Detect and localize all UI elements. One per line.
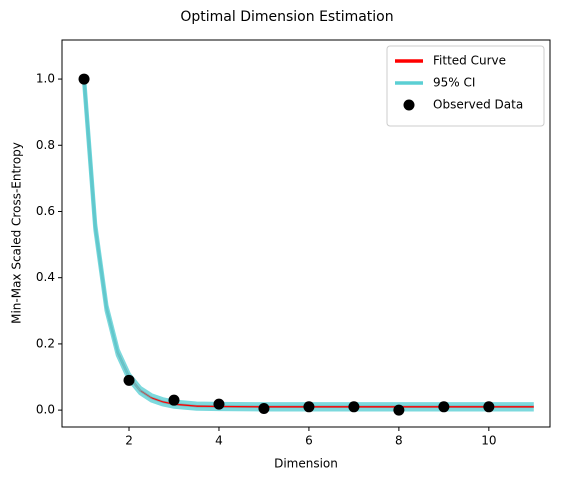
legend-label: Fitted Curve: [433, 54, 506, 68]
x-tick-label: 4: [215, 434, 223, 448]
observed-point: [123, 374, 135, 386]
observed-point: [483, 401, 495, 413]
ci-bound: [82, 81, 534, 412]
x-axis-label: Dimension: [274, 457, 338, 471]
x-tick-label: 8: [395, 434, 403, 448]
observed-point: [78, 73, 90, 85]
observed-point: [258, 402, 270, 414]
axes-frame: [61, 39, 551, 428]
y-tick-label: 0.2: [36, 336, 55, 350]
observed-point: [168, 394, 180, 406]
legend-marker: [403, 99, 415, 111]
y-tick-label: 0.8: [36, 138, 55, 152]
legend-box: [386, 45, 545, 127]
observed-point: [213, 398, 225, 410]
y-tick-label: 0.0: [36, 403, 55, 417]
y-tick-label: 0.6: [36, 204, 55, 218]
y-tick-label: 1.0: [36, 72, 55, 86]
y-axis-label: Min-Max Scaled Cross-Entropy: [10, 142, 24, 324]
y-tick-label: 0.4: [36, 270, 55, 284]
observed-point: [438, 401, 450, 413]
chart-title: Optimal Dimension Estimation: [180, 9, 393, 25]
observed-point: [393, 404, 405, 416]
observed-point: [348, 401, 360, 413]
legend-label: Observed Data: [433, 98, 523, 112]
fitted-curve: [82, 78, 534, 409]
ci-bound: [82, 76, 534, 407]
legend-label: 95% CI: [433, 76, 475, 90]
observed-point: [303, 401, 315, 413]
x-tick-label: 6: [305, 434, 313, 448]
x-tick-label: 2: [125, 434, 133, 448]
x-tick-label: 10: [481, 434, 496, 448]
